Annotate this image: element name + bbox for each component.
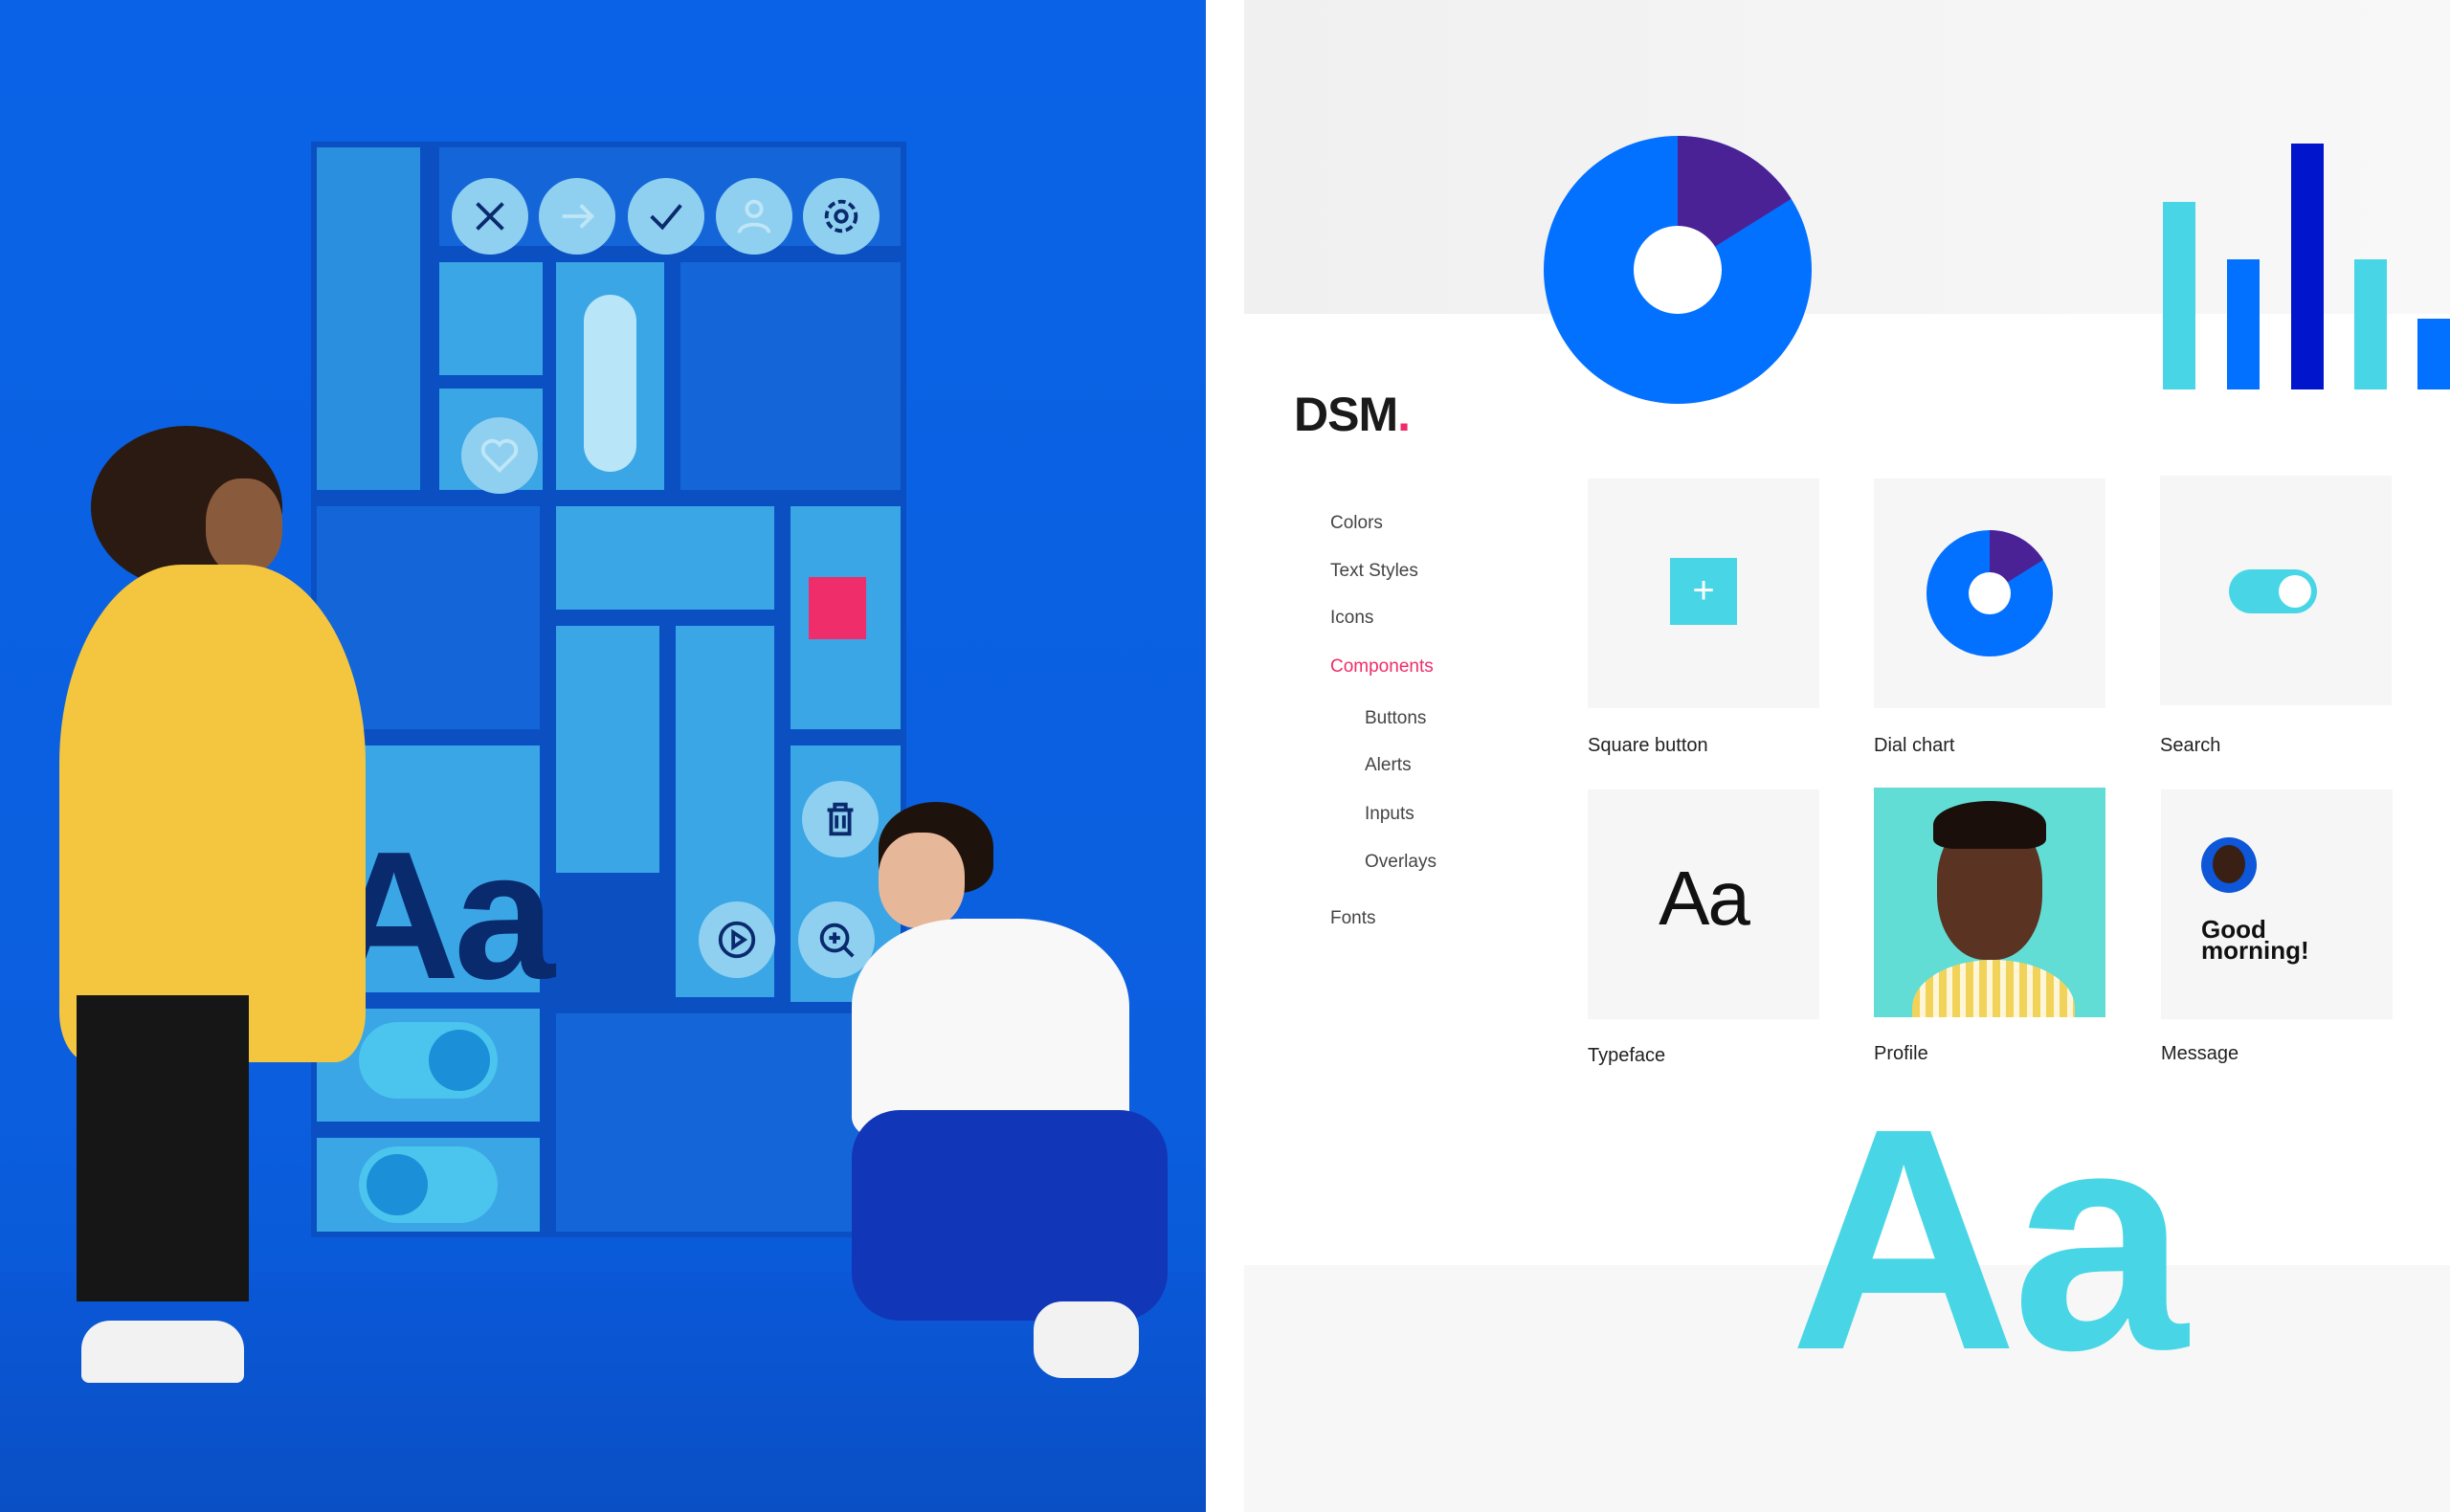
bar <box>2163 202 2195 389</box>
logo-dot: . <box>1397 388 1411 441</box>
close-icon <box>452 178 528 255</box>
person-right-shoes <box>1034 1301 1139 1378</box>
profile-hair <box>1933 801 2046 849</box>
dial-chart-icon <box>1927 530 2053 656</box>
bar <box>2291 144 2324 389</box>
user-icon <box>716 178 792 255</box>
card-label: Search <box>2160 735 2221 756</box>
play-icon <box>699 901 775 978</box>
card-dial-chart[interactable] <box>1874 478 2105 708</box>
nav-icons[interactable]: Icons <box>1330 608 1374 628</box>
shelf-aa-text: Aa <box>328 814 555 1017</box>
shelf-cell <box>434 256 548 381</box>
bar-graphic <box>2163 144 2450 389</box>
nav-components[interactable]: Components <box>1330 656 1434 677</box>
hero-aa-text: Aa <box>1790 1062 2188 1415</box>
heart-icon <box>461 417 538 494</box>
zoom-in-icon <box>798 901 875 978</box>
card-message[interactable]: Good morning! <box>2161 789 2393 1019</box>
shelf-cell <box>550 500 780 615</box>
hero-photo: Aa <box>0 0 1206 1512</box>
card-search[interactable] <box>2160 476 2392 705</box>
card-label: Dial chart <box>1874 735 1955 756</box>
person-left-pants <box>77 995 249 1301</box>
card-label: Square button <box>1588 735 1708 756</box>
toggle-icon <box>2229 569 2317 613</box>
person-right-shirt <box>852 919 1129 1139</box>
nav-inputs[interactable]: Inputs <box>1365 804 1414 824</box>
nav-text-styles[interactable]: Text Styles <box>1330 561 1418 581</box>
plant-pot <box>809 577 866 639</box>
trash-icon <box>802 781 879 857</box>
nav-colors[interactable]: Colors <box>1330 513 1383 533</box>
bar <box>2354 259 2387 389</box>
pegboard <box>311 142 426 496</box>
shelf-door <box>675 256 906 496</box>
shelf-door <box>550 1008 906 1237</box>
bar <box>2227 259 2260 389</box>
nav-buttons[interactable]: Buttons <box>1365 708 1427 728</box>
profile-shirt <box>1912 960 2075 1017</box>
dsm-panel: DSM. Colors Text Styles Icons Components… <box>1244 0 2450 1512</box>
person-left-face <box>206 478 282 574</box>
arrow-right-icon <box>539 178 615 255</box>
card-label: Message <box>2161 1043 2239 1064</box>
check-icon <box>628 178 704 255</box>
card-typeface[interactable]: Aa <box>1588 789 1819 1019</box>
bar <box>2417 319 2450 389</box>
donut-graphic <box>1544 136 1812 404</box>
card-profile[interactable] <box>1874 788 2105 1017</box>
logo-text: DSM <box>1294 388 1398 441</box>
toggle-prop <box>359 1022 498 1099</box>
shelf-cell <box>550 620 665 878</box>
person-left-shirt <box>59 565 366 1062</box>
message-text: Good morning! <box>2201 915 2309 965</box>
nav-fonts[interactable]: Fonts <box>1330 908 1376 928</box>
card-label: Profile <box>1874 1043 1928 1064</box>
avatar <box>2201 837 2257 893</box>
nav-overlays[interactable]: Overlays <box>1365 852 1437 872</box>
card-square-button[interactable]: + <box>1588 478 1819 708</box>
person-right-pants <box>852 1110 1168 1321</box>
gear-icon <box>803 178 880 255</box>
nav-alerts[interactable]: Alerts <box>1365 755 1412 775</box>
donut-hole <box>1634 226 1722 314</box>
dsm-logo: DSM. <box>1294 387 1411 442</box>
bottom-band <box>1244 1265 2450 1512</box>
typeface-sample: Aa <box>1659 856 1750 941</box>
person-right-face <box>879 833 965 928</box>
pill-prop <box>584 295 636 472</box>
shelf: Aa <box>311 142 906 1237</box>
plus-icon: + <box>1670 558 1737 625</box>
card-label: Typeface <box>1588 1045 1666 1066</box>
person-left-shoes <box>81 1321 244 1383</box>
toggle-prop <box>359 1146 498 1223</box>
